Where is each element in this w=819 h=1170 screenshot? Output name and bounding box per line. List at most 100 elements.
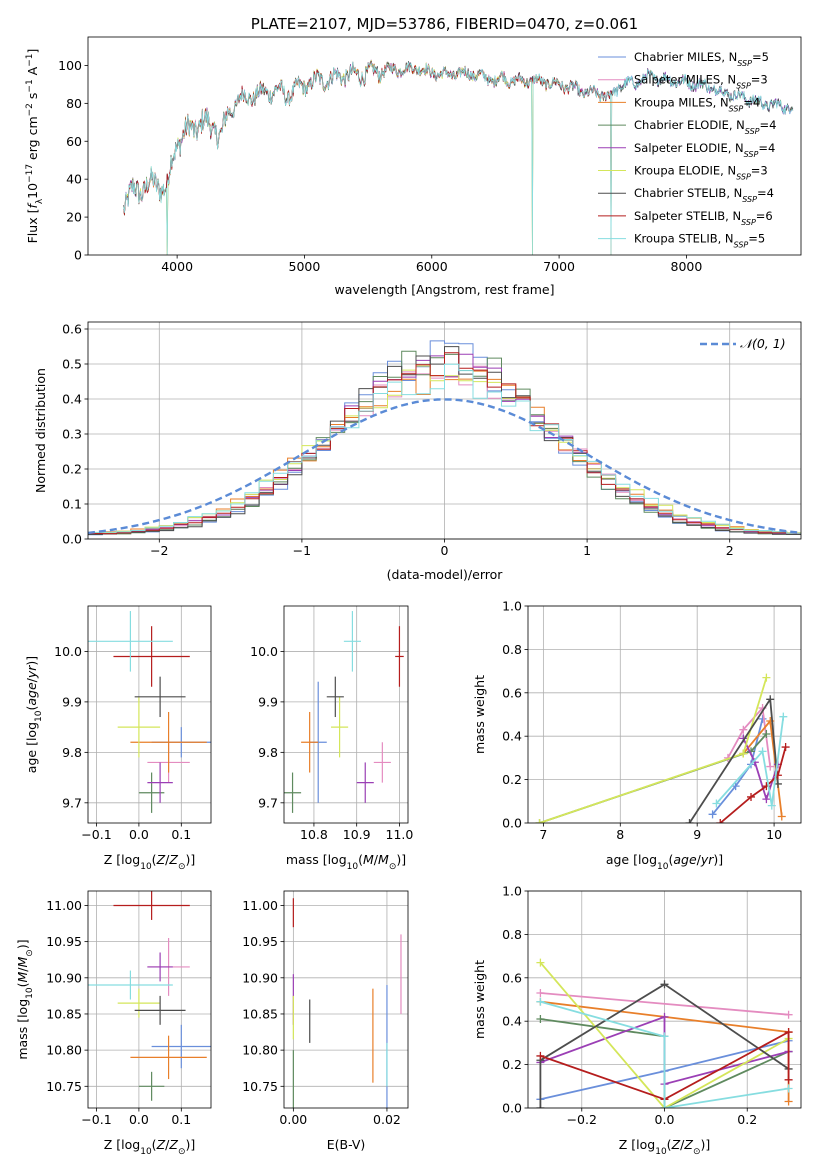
y-tick-label: 11.00	[46, 898, 82, 913]
y-tick-label: 20	[66, 210, 82, 225]
legend-label: Salpeter STELIB, NSSP=6	[634, 209, 773, 227]
x-tick-label: 5000	[289, 259, 321, 274]
spectrum-line	[123, 61, 613, 255]
legend-label-part: =5	[752, 50, 769, 64]
y-axis-label-part: 10	[34, 710, 44, 722]
x-axis-label-part: Z	[671, 1137, 681, 1152]
axes-frame	[527, 605, 802, 824]
weight-marker	[739, 749, 748, 758]
x-axis-label-part: /	[374, 852, 379, 867]
weight-marker	[766, 762, 775, 771]
legend-label: Kroupa STELIB, NSSP=5	[634, 232, 765, 250]
x-tick-label: 0.1	[171, 1112, 191, 1127]
y-axis-label: Flux [fλ10−17 erg cm−2 s−1 A−1]	[25, 49, 45, 244]
weight-marker	[784, 1010, 793, 1019]
y-tick-label: 9.9	[258, 694, 278, 709]
legend-label: Salpeter ELODIE, NSSP=4	[634, 141, 775, 159]
x-tick-label: 0.00	[279, 1112, 307, 1127]
x-axis-label: wavelength [Angstrom, rest frame]	[334, 282, 554, 297]
x-axis-label-part: )]	[185, 852, 195, 867]
legend-label-part: =3	[751, 73, 768, 87]
y-axis-label: mass [log10(M/M⊙)]	[15, 939, 35, 1059]
x-tick-label: 11.0	[386, 827, 414, 842]
plot-area	[88, 340, 801, 536]
y-axis-label-part: mass weight	[472, 960, 487, 1039]
x-axis-label: mass [log10(M/M⊙)]	[286, 852, 406, 872]
y-axis-label-part: yr	[24, 665, 39, 679]
weight-line	[539, 983, 790, 1108]
x-axis-label-part: (	[152, 852, 157, 867]
y-tick-label: 80	[66, 96, 82, 111]
weight-line	[539, 962, 790, 1108]
x-axis-label-part: /	[697, 852, 702, 867]
legend-label-part: Salpeter ELODIE, N	[634, 141, 744, 155]
x-axis-label-part: )]	[713, 852, 723, 867]
panel-spectrum: 4000 5000 6000 7000 8000 0 20 40 60 80 100 PLATE=21…	[25, 15, 802, 297]
legend-label: Salpeter MILES, NSSP=3	[634, 73, 768, 91]
y-axis-label-part: ⊙	[25, 949, 35, 957]
histogram-steps	[88, 340, 801, 536]
y-tick-label: 1.0	[502, 884, 522, 899]
y-axis-label-part: λ	[35, 198, 45, 204]
x-tick-label: 7000	[543, 259, 575, 274]
x-tick-label: −0.1	[81, 827, 111, 842]
x-axis-label-part: age	[673, 852, 697, 867]
x-axis-label-part: Z [log	[104, 1137, 140, 1152]
y-tick-label: 0.2	[502, 772, 522, 787]
weight-marker	[536, 1051, 545, 1060]
weight-marker	[660, 980, 669, 989]
legend-label-part: SSP	[734, 240, 749, 249]
plot-area	[123, 59, 794, 255]
panel-weight-vs-Z: −0.2 0.0 0.20.00.20.40.60.81.0Z [log10(Z/Z…	[472, 884, 802, 1157]
x-axis-label-part: ⊙	[178, 862, 186, 872]
y-tick-label: 1.0	[502, 599, 522, 614]
x-axis-label-part: M	[378, 852, 389, 867]
y-tick-label: 0.1	[62, 497, 82, 512]
legend-label-part: SSP	[729, 104, 744, 113]
y-tick-label: 0	[74, 248, 82, 263]
y-tick-label: 10.75	[46, 1079, 82, 1094]
x-axis-label-part: Z	[168, 852, 178, 867]
y-tick-label: 100	[58, 58, 82, 73]
weight-marker	[685, 819, 694, 823]
x-tick-label: 6000	[416, 259, 448, 274]
plot-area	[536, 958, 793, 1108]
weight-marker	[758, 747, 767, 756]
weight-marker	[779, 712, 788, 721]
y-axis-label: age [log10(age/yr)]	[24, 656, 44, 773]
legend-label-part: =5	[748, 232, 765, 246]
weight-marker	[766, 695, 775, 704]
x-axis-label-part: ⊙	[389, 862, 397, 872]
x-axis-label: (data-model)/error	[387, 567, 504, 582]
y-axis-label-part: 10	[25, 987, 35, 999]
x-axis-label-part: 10	[140, 862, 152, 872]
x-tick-label: −0.2	[567, 1112, 597, 1127]
x-tick-label: −0.1	[81, 1112, 111, 1127]
x-axis-label-part: mass [log	[286, 852, 347, 867]
spectrum-line	[123, 61, 794, 255]
x-tick-label: 8	[616, 827, 624, 842]
y-tick-label: 10.85	[46, 1006, 82, 1021]
y-tick-label: 9.9	[62, 694, 82, 709]
y-tick-label: 10.90	[46, 970, 82, 985]
plot-area	[88, 611, 211, 813]
x-axis-label-part: wavelength [Angstrom, rest frame]	[334, 282, 554, 297]
weight-marker	[712, 799, 721, 808]
x-tick-label: 0.2	[737, 1112, 757, 1127]
legend-label-part: SSP	[736, 172, 751, 181]
x-axis-label-part: /	[165, 852, 170, 867]
weight-marker	[536, 1015, 545, 1024]
weight-marker	[784, 1075, 793, 1084]
y-axis-label-part: )]	[15, 939, 30, 949]
weight-line	[540, 992, 789, 1016]
legend-label-part: SSP	[741, 217, 756, 226]
y-axis-label-part: ]	[25, 49, 40, 54]
legend-label-part: =4	[743, 95, 760, 109]
x-axis-label-part: )]	[700, 1137, 710, 1152]
axes-frame	[87, 36, 802, 256]
y-tick-label: 0.0	[502, 1101, 522, 1116]
plot-area	[535, 673, 790, 823]
axes-frame	[87, 605, 212, 824]
